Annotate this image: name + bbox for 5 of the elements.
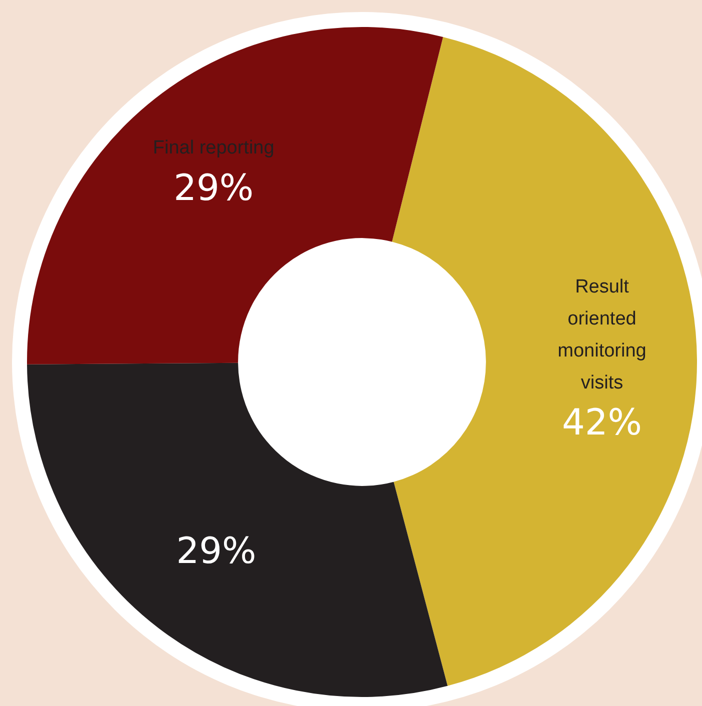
slice-label: Result oriented monitoring visits xyxy=(558,276,646,394)
data-label: 42% xyxy=(562,402,642,444)
data-label: 29% xyxy=(174,168,254,209)
slice-label: Final reporting xyxy=(152,138,274,159)
data-label: 29% xyxy=(176,531,256,572)
